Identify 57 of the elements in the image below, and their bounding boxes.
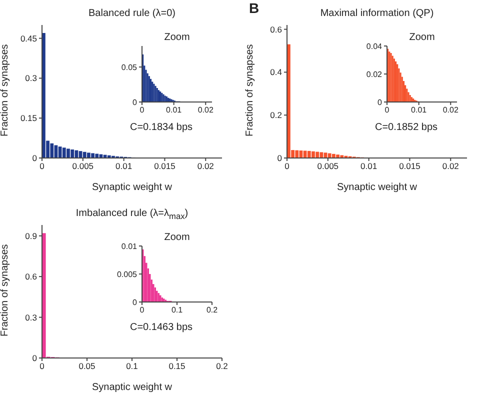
x-tick-label: 0.02 xyxy=(197,161,214,172)
x-tick-label: 0 xyxy=(140,306,145,315)
x-tick-label: 0.01 xyxy=(411,106,428,115)
y-tick-label: 0.4 xyxy=(270,67,282,78)
x-tick-label: 0.01 xyxy=(166,106,182,115)
y-tick-label: 0.9 xyxy=(25,230,38,241)
y-axis-title: Fraction of synapses xyxy=(244,44,256,136)
x-tick-label: 0.2 xyxy=(206,306,218,315)
x-tick-label: 0.015 xyxy=(399,161,421,172)
y-tick-label: 0 xyxy=(378,98,383,107)
y-tick-label: 0 xyxy=(32,153,38,164)
x-tick-label: 0.15 xyxy=(168,361,186,372)
y-tick-label: 0 xyxy=(132,98,138,107)
x-tick-label: 0.005 xyxy=(317,161,339,172)
y-tick-label: 0.01 xyxy=(121,242,138,251)
y-tick-label: 0 xyxy=(277,153,282,164)
x-tick-label: 0 xyxy=(40,161,45,172)
chart-title: Zoom xyxy=(163,32,191,43)
y-tick-label: 0.6 xyxy=(270,24,282,34)
annotation: C=0.1852 bps xyxy=(375,122,438,133)
chart-title: Zoom xyxy=(408,32,436,43)
x-tick-label: 0 xyxy=(140,106,145,115)
x-tick-label: 0.02 xyxy=(198,106,214,115)
x-tick-label: 0.005 xyxy=(72,161,94,172)
x-tick-label: 0 xyxy=(40,361,45,372)
x-tick-label: 0.05 xyxy=(78,361,96,372)
x-tick-label: 0.2 xyxy=(216,361,228,372)
y-tick-label: 0.05 xyxy=(121,62,138,72)
x-tick-label: 0 xyxy=(284,161,290,172)
chart-title: Zoom xyxy=(163,232,191,243)
y-tick-label: 0.3 xyxy=(25,73,38,84)
chart-title: Balanced rule (λ=0) xyxy=(88,8,176,19)
x-axis-title: Synaptic weight w xyxy=(336,182,418,193)
text: B xyxy=(249,0,260,16)
x-axis-title: Synaptic weight w xyxy=(92,182,173,193)
y-tick-label: 0 xyxy=(32,353,38,364)
x-tick-label: 0.02 xyxy=(442,161,460,172)
y-tick-label: 0.15 xyxy=(20,113,38,124)
y-tick-label: 0.04 xyxy=(366,42,383,51)
y-axis-title: Fraction of synapses xyxy=(0,44,11,136)
y-tick-label: 0.02 xyxy=(366,70,383,79)
x-tick-label: 0 xyxy=(384,106,390,115)
x-axis-title: Synaptic weight w xyxy=(92,382,173,393)
x-tick-label: 0.1 xyxy=(171,306,184,315)
y-tick-label: 0 xyxy=(132,298,138,307)
y-tick-label: 0.005 xyxy=(116,270,138,279)
x-tick-label: 0.02 xyxy=(442,106,459,115)
chart-title: Maximal information (QP) xyxy=(319,8,435,19)
annotation: C=0.1834 bps xyxy=(130,122,193,133)
chart-title: Imbalanced rule (λ=λ$_{max}$) xyxy=(74,208,190,221)
y-axis-title: Fraction of synapses xyxy=(0,244,11,336)
y-tick-label: 0.3 xyxy=(25,312,38,322)
x-tick-label: 0.015 xyxy=(154,161,176,172)
x-tick-label: 0.1 xyxy=(126,361,138,372)
annotation: C=0.1463 bps xyxy=(130,322,193,333)
y-tick-label: 0.45 xyxy=(20,33,38,44)
y-tick-label: 0.6 xyxy=(25,272,38,282)
